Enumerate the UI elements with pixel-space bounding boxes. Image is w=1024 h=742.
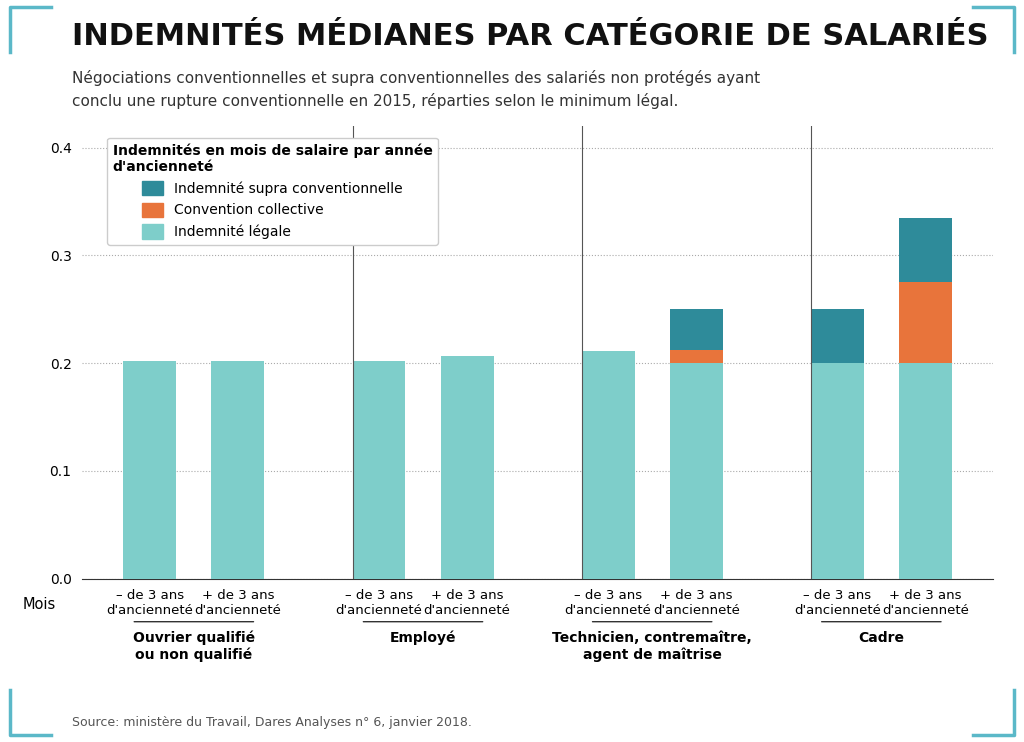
Bar (212, 361, 264, 579)
Text: Mois: Mois (23, 597, 56, 612)
Bar (123, 361, 176, 579)
Bar (811, 364, 863, 579)
Bar (670, 350, 723, 364)
Legend: Indemnité supra conventionnelle, Convention collective, Indemnité légale: Indemnité supra conventionnelle, Convent… (108, 137, 438, 245)
Bar (899, 364, 952, 579)
Text: Source: ministère du Travail, Dares Analyses n° 6, janvier 2018.: Source: ministère du Travail, Dares Anal… (72, 715, 472, 729)
Bar (352, 361, 406, 579)
Text: Ouvrier qualifié
ou non qualifié: Ouvrier qualifié ou non qualifié (133, 631, 255, 662)
Bar (811, 309, 863, 364)
Text: INDEMNITÉS MÉDIANES PAR CATÉGORIE DE SALARIÉS: INDEMNITÉS MÉDIANES PAR CATÉGORIE DE SAL… (72, 22, 988, 51)
Bar (899, 217, 952, 283)
Text: Cadre: Cadre (858, 631, 904, 645)
Bar (670, 364, 723, 579)
Text: Négociations conventionnelles et supra conventionnelles des salariés non protégé: Négociations conventionnelles et supra c… (72, 70, 760, 109)
Bar (899, 283, 952, 364)
Text: Employé: Employé (390, 631, 457, 646)
Bar (670, 309, 723, 350)
Text: Technicien, contremaître,
agent de maîtrise: Technicien, contremaître, agent de maîtr… (552, 631, 752, 662)
Bar (440, 355, 494, 579)
Bar (582, 352, 635, 579)
